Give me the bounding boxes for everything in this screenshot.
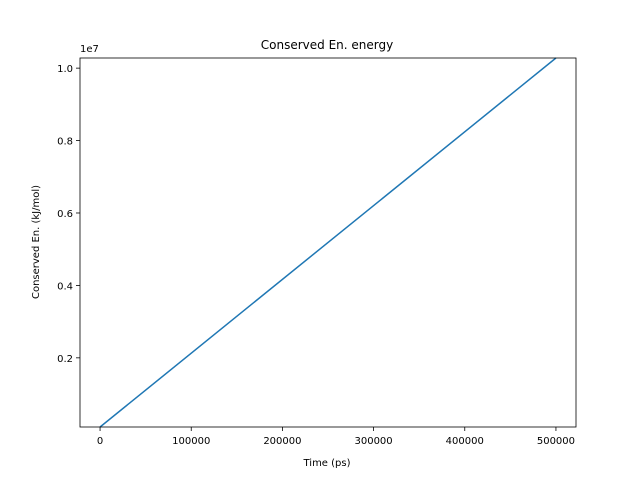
x-tick-label: 100000: [172, 436, 210, 447]
axes-frame: [79, 57, 577, 428]
y-tick-label: 0.2: [57, 354, 73, 365]
x-tick-label: 0: [97, 436, 103, 447]
series-line-0: [99, 57, 557, 428]
x-axis-label: Time (ps): [302, 458, 350, 469]
x-tick-label: 300000: [354, 436, 392, 447]
plot-area: 0 100000 200000 300000 400000 500000 0.2 0.4 0.6…: [57, 57, 577, 447]
x-tick-label: 200000: [263, 436, 301, 447]
x-tick-label: 500000: [537, 436, 575, 447]
chart-title: Conserved En. energy: [261, 38, 393, 52]
y-tick-label: 1.0: [57, 64, 73, 75]
x-tick-label: 400000: [446, 436, 484, 447]
y-tick-label: 0.6: [57, 209, 73, 220]
y-tick-label: 0.4: [57, 281, 73, 292]
y-axis-label: Conserved En. (kJ/mol): [31, 185, 42, 299]
y-offset-label: 1e7: [80, 44, 99, 55]
y-tick-label: 0.8: [57, 137, 73, 148]
